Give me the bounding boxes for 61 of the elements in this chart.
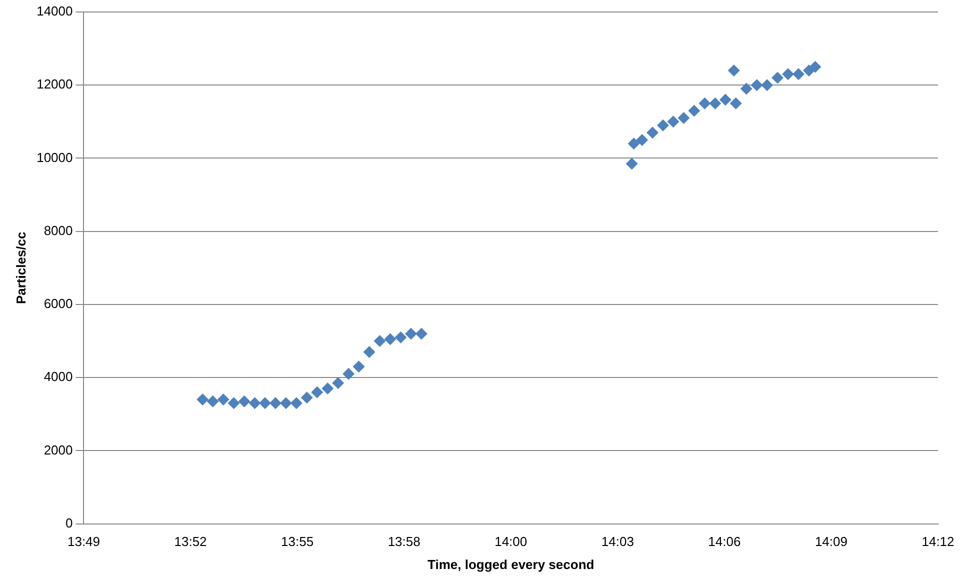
point: [394, 331, 407, 344]
point: [217, 394, 230, 406]
point: [248, 397, 261, 410]
point: [772, 72, 784, 84]
x-tick-label: 13:55: [281, 534, 314, 550]
y-tick-label: 8000: [44, 222, 73, 238]
y-tick-label: 0: [66, 515, 73, 530]
point: [678, 112, 690, 124]
y-tick-label: 10000: [36, 150, 73, 165]
point: [374, 335, 386, 348]
point: [782, 68, 794, 80]
point: [750, 79, 763, 92]
point: [280, 397, 292, 410]
point: [363, 346, 376, 358]
point: [404, 328, 417, 340]
point: [238, 395, 250, 408]
point: [352, 360, 365, 373]
x-tick-label: 13:58: [388, 534, 420, 550]
x-tick-label: 13:49: [67, 534, 100, 550]
point: [709, 97, 722, 110]
point: [688, 104, 700, 117]
point: [311, 386, 324, 398]
point: [646, 126, 659, 139]
point: [728, 64, 740, 76]
x-tick-label: 14:06: [708, 534, 741, 550]
x-tick-label: 13:52: [174, 534, 207, 550]
y-tick-label: 12000: [36, 76, 73, 92]
y-tick-label: 2000: [44, 442, 73, 458]
point: [792, 68, 804, 80]
point: [626, 158, 638, 170]
x-tick-label: 14:03: [601, 534, 634, 550]
point: [342, 368, 355, 380]
x-tick-label: 14:00: [494, 534, 528, 550]
point: [206, 395, 219, 408]
point: [628, 138, 640, 150]
point: [322, 382, 334, 395]
y-axis-title: Particles/cc: [13, 232, 28, 304]
point: [196, 394, 209, 406]
point: [667, 116, 680, 128]
point: [290, 397, 302, 410]
y-tick-label: 14000: [36, 4, 73, 19]
point: [698, 97, 711, 110]
point: [636, 134, 648, 146]
point: [228, 397, 240, 410]
x-tick-label: 14:09: [814, 534, 848, 550]
point: [740, 82, 752, 95]
point: [258, 397, 271, 410]
y-tick-label: 6000: [44, 296, 73, 312]
point: [384, 333, 396, 346]
point: [269, 397, 282, 410]
x-axis-title: Time, logged every second: [428, 556, 594, 572]
point: [657, 119, 670, 132]
point: [415, 328, 428, 340]
point: [332, 377, 344, 390]
point: [730, 97, 742, 110]
point: [761, 79, 774, 92]
y-tick-label: 4000: [44, 369, 73, 384]
point: [809, 60, 822, 73]
point: [300, 392, 313, 404]
x-tick-label: 14:12: [922, 534, 954, 550]
point: [719, 94, 732, 106]
